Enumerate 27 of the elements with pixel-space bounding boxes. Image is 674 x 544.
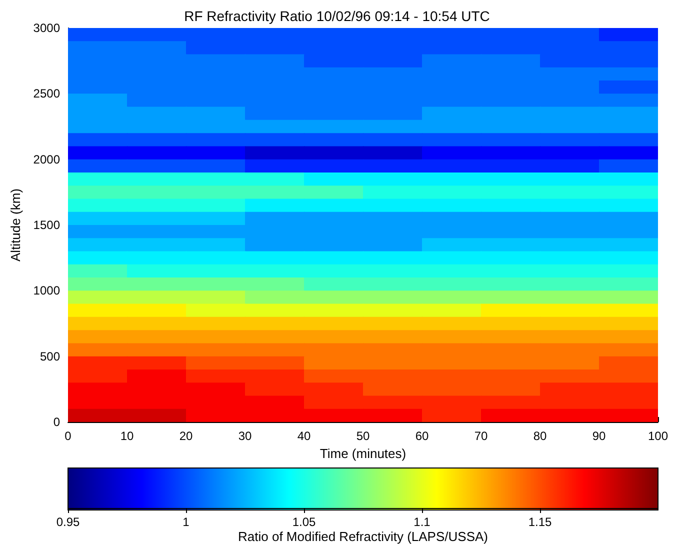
x-tick-label: 60 <box>415 429 429 443</box>
color-bar-label: 0.95 <box>56 515 80 529</box>
color-bar-label: 1.15 <box>528 515 552 529</box>
x-tick-label: 80 <box>533 429 547 443</box>
color-bar-title: Ratio of Modified Refractivity (LAPS/USSA) <box>238 529 488 544</box>
x-tick-label: 10 <box>120 429 134 443</box>
y-axis-title: Altitude (km) <box>8 188 23 262</box>
x-tick-label: 20 <box>179 429 193 443</box>
x-tick-label: 40 <box>297 429 311 443</box>
y-tick-label: 2000 <box>33 152 60 166</box>
color-bar-label: 1 <box>182 515 190 529</box>
x-tick-label: 50 <box>356 429 370 443</box>
x-tick-label: 90 <box>592 429 606 443</box>
y-tick-label: 2500 <box>33 86 60 101</box>
y-tick-label: 1500 <box>33 218 60 232</box>
x-tick-label: 0 <box>64 429 72 443</box>
x-tick-label: 100 <box>648 429 668 443</box>
y-tick-label: 0 <box>53 415 60 429</box>
x-axis-title: Time (minutes) <box>320 446 406 461</box>
color-bar-label: 1.05 <box>292 515 316 529</box>
chart-title: RF Refractivity Ratio 10/02/96 09:14 - 10:54 UTC <box>184 8 490 24</box>
color-bar-label: 1.1 <box>414 515 431 529</box>
y-tick-label: 3000 <box>33 21 60 35</box>
y-tick-label: 500 <box>40 349 60 364</box>
x-tick-label: 30 <box>238 429 252 443</box>
x-tick-label: 70 <box>474 429 488 443</box>
y-tick-label: 1000 <box>33 284 60 298</box>
